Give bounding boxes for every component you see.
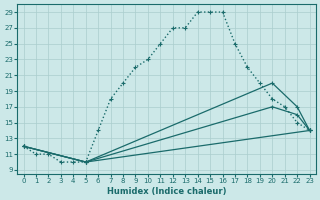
X-axis label: Humidex (Indice chaleur): Humidex (Indice chaleur) — [107, 187, 226, 196]
